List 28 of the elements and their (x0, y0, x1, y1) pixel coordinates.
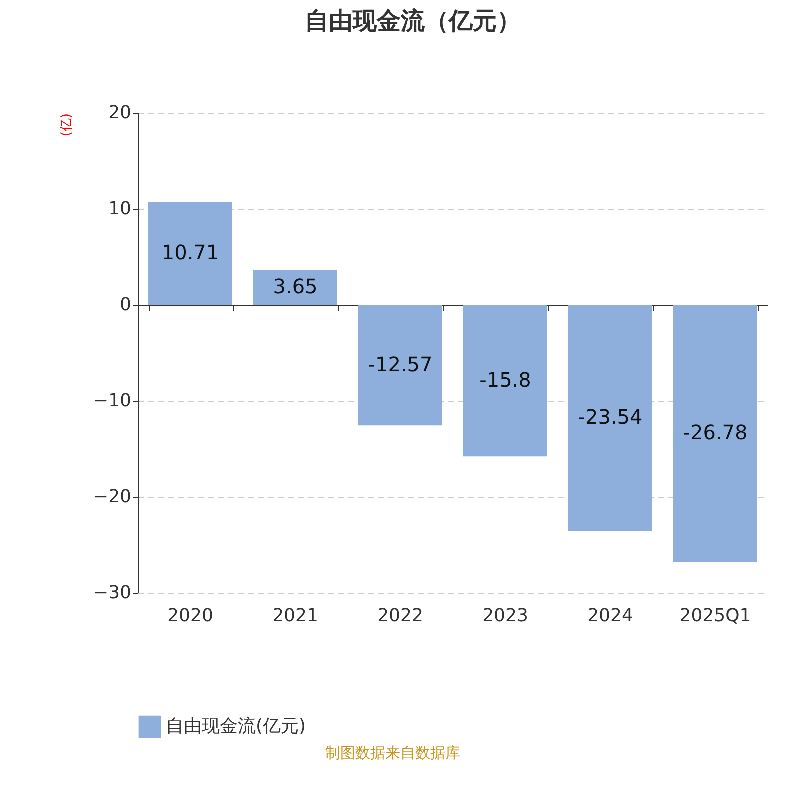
y-axis-title: (亿) (60, 114, 75, 137)
y-tick-label: −10 (94, 390, 132, 412)
bar (464, 305, 548, 457)
y-tick-label: −20 (94, 486, 132, 508)
text: 制图数据来自数据库 (326, 744, 460, 762)
x-tick-label: 2023 (482, 606, 528, 626)
y-tick-label: −30 (94, 582, 132, 604)
data-label: 10.71 (162, 240, 220, 265)
data-label: -23.54 (578, 404, 643, 429)
data-label: 3.65 (273, 274, 318, 298)
data-label: -12.57 (368, 352, 433, 376)
bar (358, 305, 442, 426)
legend-label: 自由现金流(亿元) (166, 716, 306, 737)
x-tick-label: 2024 (588, 606, 634, 626)
data-label: -15.8 (480, 368, 532, 392)
bar (148, 202, 232, 305)
x-tick-label: 2020 (168, 606, 214, 626)
y-tick-label: 0 (120, 294, 132, 316)
x-tick-label: 2022 (378, 606, 424, 626)
data-label: -26.78 (683, 420, 748, 445)
bar (254, 270, 338, 305)
bar (568, 305, 652, 531)
chart-title: 自由现金流（亿元） (305, 7, 521, 35)
bar (674, 305, 758, 562)
y-tick-label: 10 (108, 198, 132, 220)
x-tick-label: 2025Q1 (680, 606, 752, 626)
y-tick-label: 20 (108, 102, 132, 124)
x-tick-label: 2021 (272, 606, 318, 626)
